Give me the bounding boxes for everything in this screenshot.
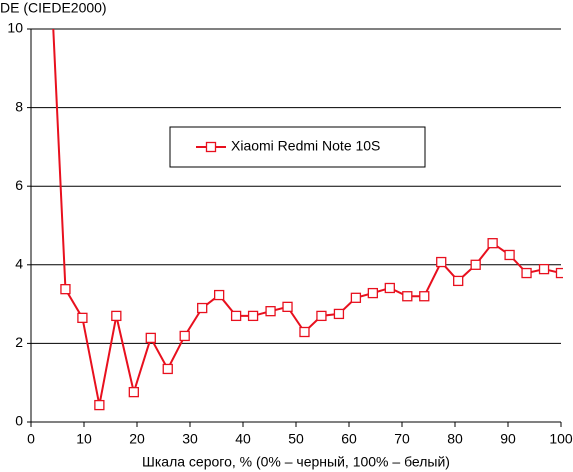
marker: [453, 275, 464, 287]
marker: [333, 308, 345, 320]
marker: [265, 306, 276, 317]
marker: [316, 310, 327, 322]
marker: [555, 267, 563, 279]
series-line: [52, 29, 562, 406]
marker: [145, 332, 156, 344]
marker: [213, 289, 225, 301]
chart-title: DE (CIEDE2000): [0, 0, 107, 16]
marker: [128, 386, 139, 398]
y-tick-label: 4: [15, 256, 23, 272]
marker: [521, 267, 532, 279]
x-tick-label: 80: [447, 431, 463, 447]
legend-label: Xiaomi Redmi Note 10S: [231, 138, 380, 154]
x-tick-label: 20: [129, 431, 145, 447]
plot: [52, 29, 563, 411]
x-tick-label: 30: [182, 431, 198, 447]
marker: [402, 291, 413, 302]
y-tick-label: 2: [15, 334, 23, 350]
legend-marker: [205, 141, 217, 153]
marker: [367, 287, 379, 299]
marker: [350, 292, 362, 303]
y-tick-label: 0: [15, 413, 23, 429]
x-tick-label: 50: [288, 431, 304, 447]
marker: [247, 310, 259, 322]
y-tick-label: 10: [7, 20, 23, 36]
marker: [487, 238, 498, 249]
y-tick-label: 8: [15, 98, 23, 114]
marker: [179, 330, 190, 342]
marker: [60, 284, 71, 295]
x-tick-label: 70: [394, 431, 410, 447]
marker: [77, 312, 88, 324]
x-tick-label: 0: [27, 431, 35, 447]
marker: [230, 310, 242, 322]
y-tick-label: 6: [15, 177, 23, 193]
marker: [384, 282, 395, 294]
marker: [504, 249, 515, 261]
marker: [197, 302, 208, 314]
x-tick-label: 10: [76, 431, 92, 447]
x-tick-label: 60: [341, 431, 357, 447]
marker: [419, 291, 430, 302]
marker: [94, 399, 105, 411]
marker: [538, 263, 550, 275]
marker: [299, 326, 310, 338]
marker: [111, 310, 122, 322]
marker: [470, 259, 481, 270]
x-tick-label: 40: [235, 431, 251, 447]
x-axis-label: Шкала серого, % (0% – черный, 100% – бел…: [142, 454, 450, 470]
legend: Xiaomi Redmi Note 10S: [169, 126, 426, 168]
marker: [282, 301, 293, 313]
x-tick-label: 100: [549, 431, 573, 447]
marker: [436, 256, 447, 268]
x-tick-label: 90: [500, 431, 516, 447]
marker: [162, 363, 173, 375]
